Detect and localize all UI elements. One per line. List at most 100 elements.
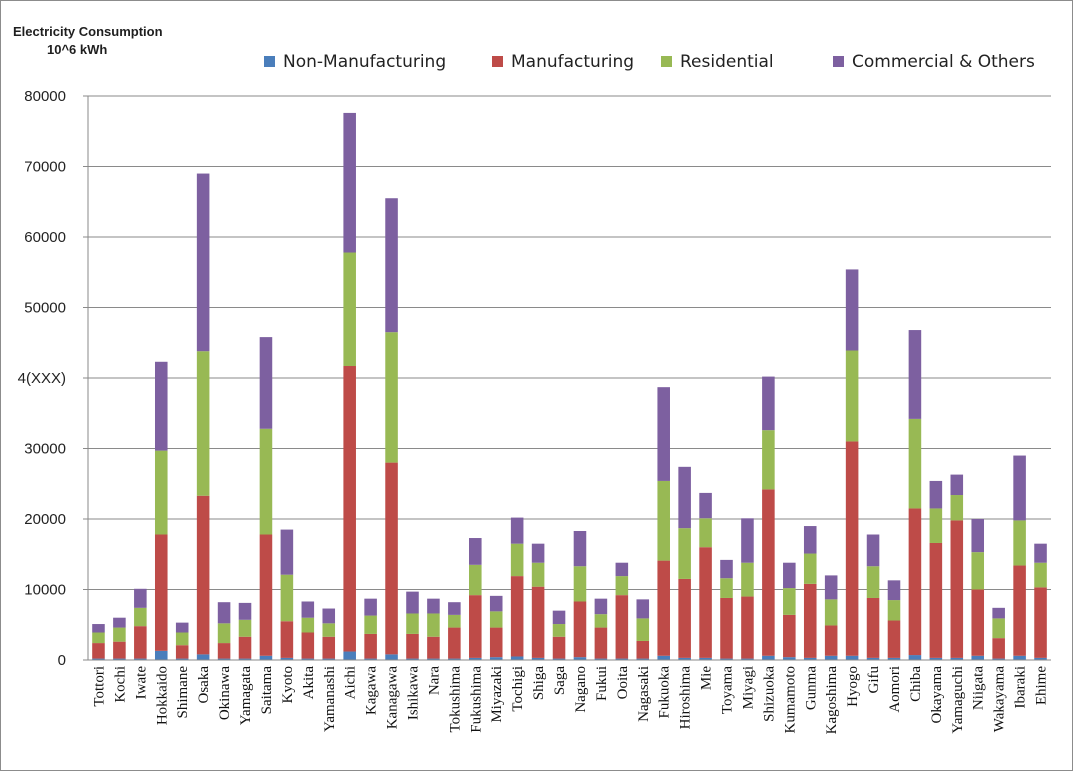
bars — [92, 112, 1047, 660]
bar-segment-non-manufacturing — [175, 658, 189, 660]
x-tick-label: Kagawa — [364, 666, 380, 715]
bar-segment-residential — [783, 588, 796, 615]
x-tick-label: Ehime — [1034, 666, 1050, 705]
bar-segment-manufacturing — [720, 597, 733, 659]
bar-segment-manufacturing — [1013, 565, 1026, 656]
bar-segment-commercial-others — [427, 598, 440, 614]
bar-segment-non-manufacturing — [615, 658, 629, 660]
bar-segment-manufacturing — [385, 462, 398, 655]
bar-segment-residential — [154, 450, 168, 535]
bar-segment-residential — [406, 613, 419, 634]
bar-segment-residential — [636, 618, 650, 641]
bar-segment-commercial-others — [887, 580, 901, 601]
bar-segment-residential — [950, 495, 964, 521]
bar-segment-non-manufacturing — [845, 655, 859, 660]
x-tick-label: Tochigi — [510, 666, 526, 712]
bar-segment-commercial-others — [92, 624, 105, 633]
x-tick-label: Miyagi — [740, 666, 756, 709]
bar-segment-residential — [552, 624, 566, 637]
bar-segment-residential — [594, 614, 608, 628]
bar-segment-non-manufacturing — [866, 657, 880, 660]
gridlines — [88, 95, 1051, 590]
bar-segment-non-manufacturing — [741, 658, 754, 660]
x-tick-label: Okayama — [929, 666, 945, 724]
bar-segment-non-manufacturing — [385, 654, 398, 660]
x-tick-label: Aichi — [343, 666, 359, 699]
bar-segment-residential — [113, 627, 126, 642]
bar-segment-residential — [92, 632, 105, 644]
bar-segment-manufacturing — [594, 627, 608, 659]
bar-segment-residential — [427, 613, 440, 637]
legend-label: Non-Manufacturing — [283, 52, 446, 72]
bar-segment-residential — [929, 508, 943, 543]
x-tick-label: Gunma — [803, 666, 819, 711]
bar-segment-non-manufacturing — [113, 658, 126, 660]
bar-segment-non-manufacturing — [699, 657, 712, 660]
bar-segment-non-manufacturing — [552, 658, 566, 660]
bar-segment-commercial-others — [343, 112, 356, 253]
x-tick-label: Miyazaki — [489, 666, 505, 723]
x-tick-label: Kyoto — [280, 666, 296, 704]
x-tick-label: Iwate — [133, 666, 149, 700]
bar-segment-residential — [238, 619, 252, 637]
bar-segment-non-manufacturing — [280, 657, 294, 660]
bar-segment-commercial-others — [301, 601, 315, 618]
bar-segment-manufacturing — [866, 597, 880, 658]
bar-segment-non-manufacturing — [259, 655, 273, 660]
bar-segment-non-manufacturing — [1013, 655, 1026, 660]
bar-segment-manufacturing — [615, 595, 629, 659]
bar-segment-commercial-others — [1013, 455, 1026, 521]
bar-segment-commercial-others — [657, 387, 670, 481]
bar-segment-residential — [971, 552, 985, 590]
bar-segment-manufacturing — [301, 632, 315, 659]
bar-segment-residential — [196, 351, 210, 496]
bar-segment-residential — [385, 332, 398, 463]
bar-segment-non-manufacturing — [217, 658, 231, 660]
bar-segment-manufacturing — [175, 645, 189, 659]
bar-segment-manufacturing — [657, 560, 670, 656]
bar-segment-non-manufacturing — [1034, 657, 1047, 660]
bar-segment-commercial-others — [929, 480, 943, 509]
x-tick-label: Shizuoka — [761, 666, 777, 722]
bar-segment-non-manufacturing — [803, 657, 817, 660]
bar-segment-commercial-others — [552, 610, 566, 625]
bar-segment-residential — [573, 566, 587, 602]
bar-segment-manufacturing — [92, 643, 105, 659]
bar-segment-residential — [301, 617, 315, 633]
bar-segment-non-manufacturing — [887, 657, 901, 660]
bar-segment-residential — [280, 574, 294, 622]
bar-segment-residential — [699, 518, 712, 548]
x-tick-label: Shimane — [175, 666, 191, 719]
x-tick-label: Aomori — [887, 666, 903, 713]
bar-segment-commercial-others — [175, 622, 189, 633]
bar-segment-non-manufacturing — [510, 656, 524, 660]
x-tick-label: Saitama — [259, 666, 275, 715]
x-tick-label: Kagoshima — [824, 666, 840, 735]
bar-segment-commercial-others — [971, 519, 985, 553]
bar-segment-commercial-others — [531, 543, 545, 563]
bar-segment-manufacturing — [238, 636, 252, 659]
bar-segment-residential — [908, 418, 922, 509]
y-tick-label: 0 — [58, 652, 66, 669]
bar-segment-commercial-others — [699, 492, 712, 519]
bar-segment-non-manufacturing — [364, 658, 377, 660]
bar-segment-commercial-others — [741, 518, 754, 563]
bar-segment-commercial-others — [217, 602, 231, 624]
bar-segment-non-manufacturing — [134, 658, 147, 660]
bar-segment-non-manufacturing — [573, 657, 587, 660]
bar-segment-manufacturing — [908, 508, 922, 656]
bar-segment-non-manufacturing — [720, 658, 733, 660]
bar-segment-manufacturing — [489, 627, 503, 658]
bar-segment-commercial-others — [678, 466, 691, 529]
bar-segment-commercial-others — [510, 517, 524, 544]
bar-segment-commercial-others — [364, 598, 377, 616]
bar-segment-commercial-others — [783, 562, 796, 589]
y-tick-label: 4(XXX) — [18, 370, 66, 387]
x-tick-label: Gifu — [866, 666, 882, 694]
bar-segment-residential — [657, 480, 670, 561]
bar-segment-commercial-others — [845, 269, 859, 351]
bar-segment-commercial-others — [280, 529, 294, 575]
legend: Non-Manufacturing Manufacturing Residentia… — [264, 52, 1035, 72]
bar-segment-commercial-others — [803, 526, 817, 554]
bar-segment-residential — [887, 600, 901, 621]
